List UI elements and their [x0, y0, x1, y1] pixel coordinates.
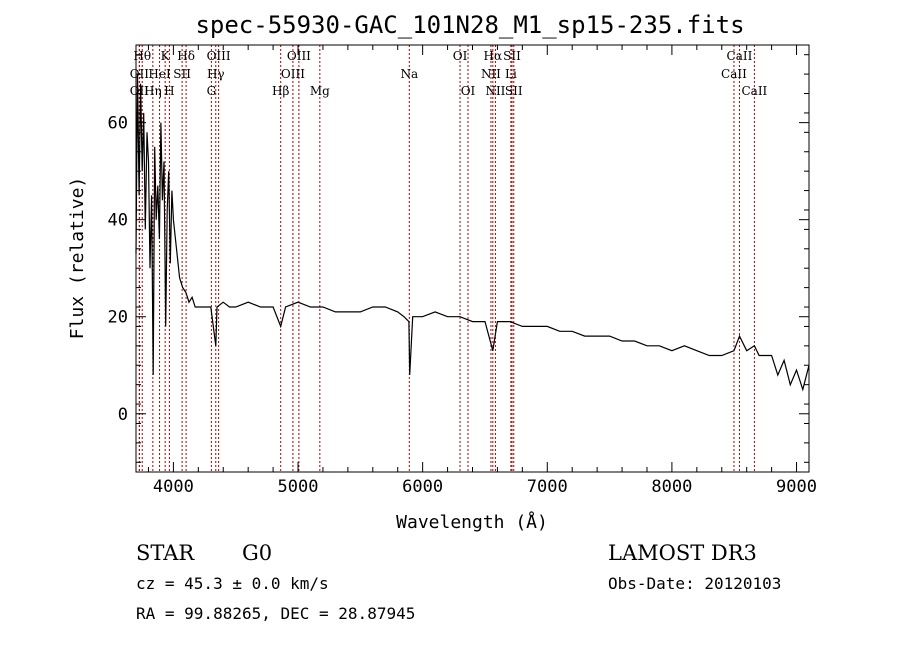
x-tick-label: 8000	[651, 477, 692, 497]
line-label: NII	[481, 67, 501, 81]
y-tick-label: 60	[108, 114, 128, 134]
line-label: Hδ	[177, 49, 195, 63]
y-tick-label: 0	[118, 405, 128, 425]
line-label: OIII	[287, 49, 311, 63]
line-label: Hγ	[207, 67, 225, 81]
line-label: OIII	[207, 49, 231, 63]
line-label: Hθ	[133, 49, 151, 63]
x-tick-label: 5000	[278, 477, 319, 497]
line-label: HeI	[148, 67, 171, 81]
sky-coordinates: RA = 99.88265, DEC = 28.87945	[136, 604, 415, 623]
y-tick-label: 20	[108, 308, 128, 328]
line-label: OI	[461, 84, 476, 98]
line-label: G	[207, 84, 217, 98]
redshift-velocity: cz = 45.3 ± 0.0 km/s	[136, 574, 329, 593]
x-tick-label: 6000	[402, 477, 443, 497]
x-axis-ticks: 4000 5000 6000 7000 8000 9000	[147, 45, 817, 497]
line-label: SII	[503, 49, 521, 63]
line-label: Li	[505, 67, 517, 81]
x-axis-label: Wavelength (Å)	[396, 511, 548, 533]
line-label: Hα	[484, 49, 503, 63]
y-axis-ticks: 0 20 40 60	[108, 54, 809, 463]
object-subclass: G0	[242, 541, 272, 565]
line-label: NII	[485, 84, 505, 98]
x-tick-label: 9000	[776, 477, 817, 497]
line-label: OIII	[281, 67, 305, 81]
observation-date: Obs-Date: 20120103	[608, 574, 781, 593]
line-label: CaII	[721, 67, 747, 81]
line-label: CaII	[727, 49, 753, 63]
x-tick-label: 4000	[153, 477, 194, 497]
line-label: Hη	[144, 84, 162, 98]
line-label: Mg	[310, 84, 330, 98]
line-label: CaII	[741, 84, 767, 98]
line-label: Hβ	[272, 84, 289, 98]
object-class: STAR	[136, 541, 195, 565]
line-label: SII	[173, 67, 191, 81]
line-label: OI	[453, 49, 468, 63]
spectrum-series-line	[135, 74, 810, 392]
line-label: OII	[130, 84, 150, 98]
x-tick-label: 7000	[527, 477, 568, 497]
line-label: K	[161, 49, 171, 63]
survey-name: LAMOST DR3	[608, 541, 757, 565]
line-label: SII	[505, 84, 523, 98]
line-label: H	[164, 84, 174, 98]
y-tick-label: 40	[108, 211, 128, 231]
y-axis-label: Flux (relative)	[67, 177, 88, 340]
chart-title: spec-55930-GAC_101N28_M1_sp15-235.fits	[195, 11, 744, 39]
line-label: Na	[400, 67, 418, 81]
